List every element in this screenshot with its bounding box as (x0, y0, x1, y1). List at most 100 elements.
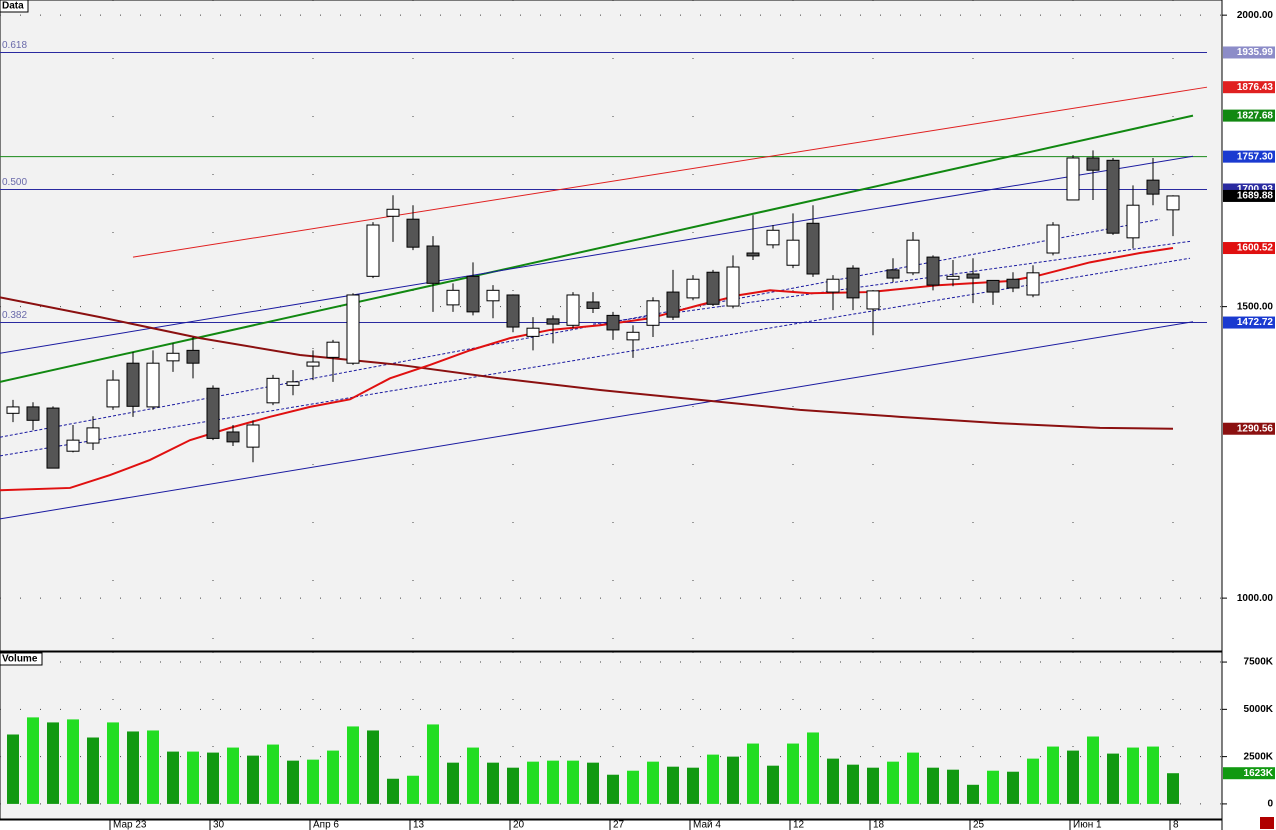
candle-body (486, 289, 500, 302)
volume-bar (87, 737, 99, 804)
volume-bar (427, 724, 439, 804)
volume-bar (847, 764, 859, 804)
volume-bar (307, 759, 319, 804)
candle-body (26, 406, 40, 421)
x-tick-label: Май 4 (693, 820, 721, 830)
volume-bar (1147, 746, 1159, 804)
volume-bar (227, 747, 239, 804)
volume-bar (207, 752, 219, 804)
volume-bar (147, 730, 159, 804)
candle-body (226, 431, 240, 443)
volume-bar (567, 760, 579, 804)
x-tick-label: Июн 1 (1073, 820, 1102, 830)
volume-bar (947, 769, 959, 804)
volume-bar (667, 766, 679, 804)
price-tag (1223, 767, 1275, 780)
candle-body (66, 439, 80, 452)
volume-bar (67, 719, 79, 804)
candle-body (746, 252, 760, 257)
volume-bar (907, 752, 919, 804)
y-tick-label: 0 (1267, 799, 1273, 810)
price-tag-label: 1689.88 (1237, 191, 1274, 202)
candle-body (386, 208, 400, 217)
volume-bar (1167, 773, 1179, 804)
candle-body (466, 275, 480, 313)
candle-body (1086, 157, 1100, 171)
candle-body (266, 377, 280, 404)
candle-body (666, 291, 680, 318)
price-tag-label: 1623K (1244, 768, 1274, 779)
price-tag (1223, 242, 1275, 255)
volume-bar (987, 770, 999, 804)
y-tick-label: 1000.00 (1237, 593, 1274, 604)
plot: 0.618 0.500 0.382 (0, 0, 1222, 820)
x-tick-label: 25 (973, 820, 985, 830)
volume-bar (867, 767, 879, 804)
candle-body (206, 387, 220, 439)
volume-bar (767, 765, 779, 804)
volume-bar (247, 755, 259, 804)
trend-line (132, 86, 1208, 258)
volume-bar (1107, 753, 1119, 804)
volume-bar (687, 767, 699, 804)
volume-bar (807, 732, 819, 804)
volume-bar (27, 717, 39, 804)
candle-body (686, 278, 700, 299)
volume-bar (327, 750, 339, 804)
candle-body (306, 361, 320, 367)
candle-body (946, 275, 960, 280)
price-tag (1223, 109, 1275, 122)
trend-line (592, 240, 1191, 325)
price-tag (1223, 189, 1275, 202)
candle-body (566, 294, 580, 326)
candle-body (406, 218, 420, 248)
candle-body (1166, 195, 1180, 211)
candle-body (1146, 179, 1160, 195)
candle-body (126, 362, 140, 407)
x-tick-label: 13 (413, 820, 425, 830)
volume-bar (447, 762, 459, 804)
y-tick-label: 5000K (1244, 704, 1274, 715)
corner-icon[interactable] (1260, 817, 1274, 829)
price-tag (1223, 150, 1275, 163)
axis-area (1222, 0, 1276, 830)
candle-body (166, 352, 180, 362)
volume-bar (287, 760, 299, 804)
price-tag-label: 1700.93 (1237, 184, 1274, 195)
volume-bar (187, 751, 199, 804)
candle-body (646, 300, 660, 326)
volume-bar (1127, 747, 1139, 804)
volume-bar (827, 758, 839, 804)
volume-bar (107, 722, 119, 804)
trend-line (0, 296, 1174, 430)
volume-bar (7, 734, 19, 804)
x-tick-label: 20 (513, 820, 525, 830)
candle-body (346, 294, 360, 364)
volume-bar (1047, 746, 1059, 804)
price-tag-label: 1290.56 (1237, 423, 1274, 434)
price-tag (1223, 81, 1275, 94)
price-tag (1223, 46, 1275, 59)
candle-body (986, 279, 1000, 293)
candle-body (766, 229, 780, 246)
price-tag-label: 1600.52 (1237, 243, 1274, 254)
price-tag (1223, 422, 1275, 435)
candle-body (906, 239, 920, 274)
candle-body (1106, 159, 1120, 234)
trend-line (0, 155, 1194, 354)
x-tick-label: Мар 23 (113, 820, 147, 830)
x-tick-label: 12 (793, 820, 805, 830)
volume-bar (347, 726, 359, 804)
candle-body (966, 273, 980, 279)
candle-body (506, 294, 520, 328)
volume-bar (47, 722, 59, 804)
candle-body (526, 327, 540, 337)
volume-bar (167, 751, 179, 804)
y-tick-label: 2000.00 (1237, 10, 1274, 21)
y-tick-label: 7500K (1244, 657, 1274, 668)
candle-body (586, 301, 600, 309)
price-tag (1223, 316, 1275, 329)
price-tag-label: 1757.30 (1237, 151, 1274, 162)
chart-title: Data (2, 1, 24, 12)
